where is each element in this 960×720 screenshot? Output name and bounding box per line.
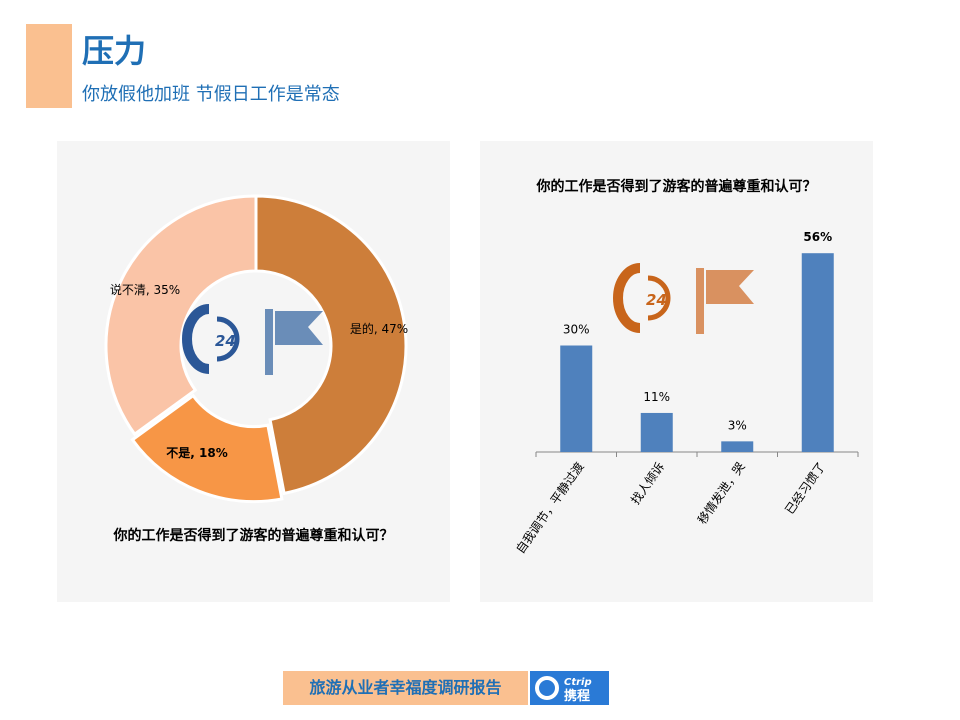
- 24-hour-icon: 24: [215, 332, 236, 350]
- pie-data-label: 不是, 18%: [166, 446, 227, 460]
- bar-data-label: 30%: [563, 323, 590, 337]
- svg-text:Ctrip: Ctrip: [564, 677, 592, 688]
- bar-data-label: 11%: [643, 390, 670, 404]
- x-tick-label: 已经习惯了: [781, 459, 828, 517]
- pie-slice: [104, 194, 258, 437]
- bar: [721, 441, 754, 452]
- phone-icon: [613, 263, 641, 333]
- clock-arc-icon: [216, 316, 240, 362]
- x-tick-label: 移情发泄，哭: [694, 459, 748, 527]
- x-tick-label: 自我调节，平静过渡: [512, 459, 586, 556]
- pie-panel: 是的, 47% 不是, 18% 说不清, 35% 24 你的工作是否得到了游客的普遍尊…: [57, 141, 450, 602]
- donut-chart: 是的, 47% 不是, 18% 说不清, 35% 24: [104, 194, 408, 504]
- pie-title: 你的工作是否得到了游客的普遍尊重和认可？: [113, 528, 394, 544]
- pie-slice: [130, 393, 284, 504]
- pie-data-label: 是的, 47%: [350, 321, 408, 336]
- footer-report-title: 旅游从业者幸福度调研报告: [283, 671, 528, 705]
- pie-slice: [254, 194, 408, 496]
- phone-icon: [182, 304, 210, 374]
- bar-data-label: 3%: [728, 418, 747, 432]
- 24-hour-icon: 24: [646, 291, 667, 309]
- bar-chart: 30% 自我调节，平静过渡 11% 找人倾诉 3% 移情发泄，哭 56% 已经习惯了 24: [512, 230, 859, 556]
- bar-title: 你的工作是否得到了游客的普遍尊重和认可？: [536, 179, 817, 195]
- page-title: 压力: [82, 32, 147, 70]
- flag-pole-icon: [696, 268, 704, 334]
- bar: [640, 412, 673, 452]
- pie-data-label: 说不清, 35%: [110, 282, 180, 297]
- bar: [560, 345, 593, 452]
- clock-arc-icon: [647, 275, 671, 321]
- x-tick-label: 找人倾诉: [628, 460, 667, 507]
- flag-icon: [275, 311, 323, 345]
- bar: [801, 253, 834, 452]
- page-subtitle: 你放假他加班 节假日工作是常态: [82, 84, 340, 105]
- ctrip-logo: Ctrip 携程: [530, 671, 609, 705]
- bar-panel: 30% 自我调节，平静过渡 11% 找人倾诉 3% 移情发泄，哭 56% 已经习惯了 24 你的…: [480, 141, 873, 602]
- bar-data-label: 56%: [803, 230, 832, 244]
- accent-bar: [26, 24, 72, 108]
- flag-icon: [706, 270, 754, 304]
- flag-pole-icon: [265, 309, 273, 375]
- svg-text:携程: 携程: [564, 688, 590, 704]
